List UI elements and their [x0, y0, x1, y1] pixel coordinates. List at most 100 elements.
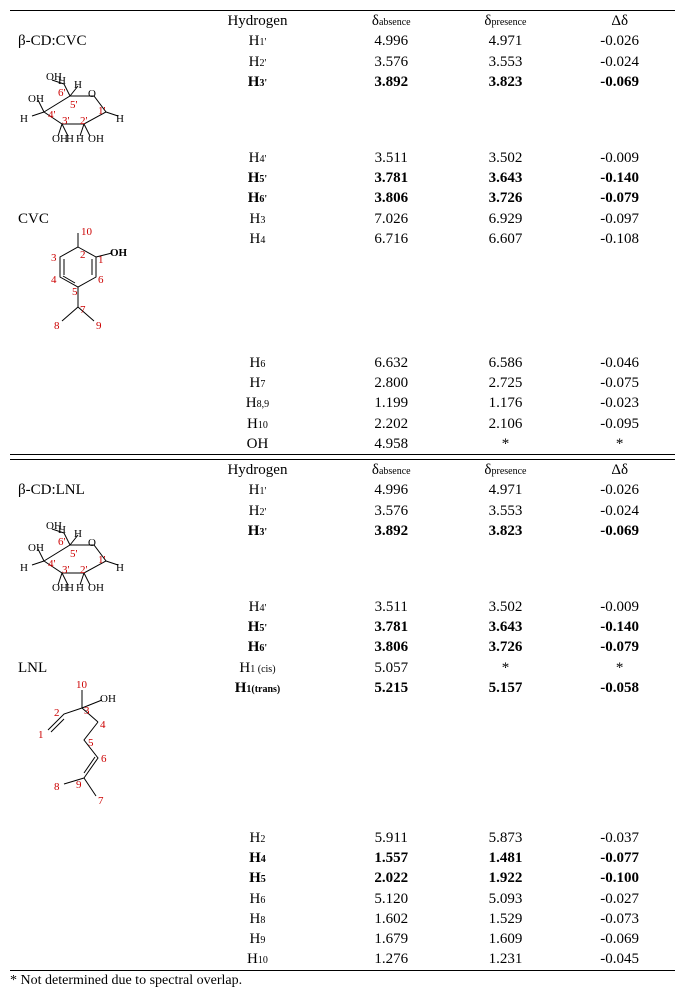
table-row: H4' 3.511 3.502 -0.009	[10, 148, 675, 168]
cell-absence: 5.215	[336, 678, 447, 828]
cell-delta: -0.009	[564, 148, 675, 168]
table-row: H10 2.202 2.106 -0.095	[10, 414, 675, 434]
cell-absence: 2.202	[336, 414, 447, 434]
table-row: H5 2.022 1.922 -0.100	[10, 868, 675, 888]
cell-delta: -0.095	[564, 414, 675, 434]
cell-delta: -0.026	[564, 31, 675, 51]
cell-hydrogen: H1(trans)	[179, 678, 336, 828]
cell-absence: 2.022	[336, 868, 447, 888]
table-row: H10 1.276 1.231 -0.045	[10, 949, 675, 970]
cell-presence: 1.529	[447, 909, 565, 929]
cell-hydrogen: H10	[179, 949, 336, 970]
sugar-structure: O HOH OHH HOH H HOH H 4'3' 2'1' 5'6'	[18, 521, 158, 597]
table-row: H6 5.120 5.093 -0.027	[10, 889, 675, 909]
cell-presence: 3.553	[447, 52, 565, 72]
col-absence: δabsence	[336, 11, 447, 32]
cell-presence: 2.106	[447, 414, 565, 434]
table-row: LNL H1 (cis) 5.057 * *	[10, 658, 675, 678]
cell-presence: 5.873	[447, 828, 565, 848]
cell-delta: -0.073	[564, 909, 675, 929]
cell-delta: -0.077	[564, 848, 675, 868]
cell-absence: 5.911	[336, 828, 447, 848]
cell-hydrogen: OH	[179, 434, 336, 455]
cell-absence: 3.511	[336, 148, 447, 168]
cell-hydrogen: H9	[179, 929, 336, 949]
cell-delta: -0.069	[564, 929, 675, 949]
cell-hydrogen: H5	[179, 868, 336, 888]
cell-hydrogen: H1'	[179, 480, 336, 500]
nmr-table: Hydrogen δabsence δpresence Δδ β-CD:CVC …	[10, 10, 675, 971]
cell-presence: 6.586	[447, 353, 565, 373]
cell-hydrogen: H1 (cis)	[179, 658, 336, 678]
cell-delta: -0.009	[564, 597, 675, 617]
cell-absence: 6.716	[336, 229, 447, 353]
cell-hydrogen: H2'	[179, 501, 336, 521]
cell-presence: 3.823	[447, 72, 565, 148]
cell-absence: 3.806	[336, 188, 447, 208]
cell-absence: 6.632	[336, 353, 447, 373]
cell-delta: -0.079	[564, 637, 675, 657]
cell-hydrogen: H7	[179, 373, 336, 393]
table-row: H6' 3.806 3.726 -0.079	[10, 637, 675, 657]
cell-presence: 3.553	[447, 501, 565, 521]
col-presence: δpresence	[447, 11, 565, 32]
cell-delta: -0.023	[564, 393, 675, 413]
cell-hydrogen: H8,9	[179, 393, 336, 413]
cell-delta: -0.037	[564, 828, 675, 848]
table-row: OH 4.958 * *	[10, 434, 675, 455]
col-delta: Δδ	[564, 11, 675, 32]
cell-absence: 3.781	[336, 617, 447, 637]
cell-absence: 2.800	[336, 373, 447, 393]
cell-delta: *	[564, 658, 675, 678]
cell-presence: 1.481	[447, 848, 565, 868]
cell-absence: 3.511	[336, 597, 447, 617]
cell-absence: 3.892	[336, 521, 447, 597]
table-row: H4 1.557 1.481 -0.077	[10, 848, 675, 868]
cell-delta: -0.079	[564, 188, 675, 208]
cell-hydrogen: H4	[179, 848, 336, 868]
cell-absence: 3.576	[336, 52, 447, 72]
lnl-structure: OH 12 34 56 78 910	[18, 678, 158, 828]
cell-absence: 1.557	[336, 848, 447, 868]
cell-hydrogen: H5'	[179, 168, 336, 188]
col-absence: δabsence	[336, 460, 447, 481]
table-row: H2' 3.576 3.553 -0.024	[10, 52, 675, 72]
cell-delta: *	[564, 434, 675, 455]
table-row: O HOH OHH HOH H HOH H 4'3' 2'1' 5'6' H3'…	[10, 72, 675, 148]
section2-label: β-CD:LNL	[18, 482, 85, 498]
section2-sublabel: LNL	[18, 660, 47, 676]
cell-hydrogen: H6'	[179, 188, 336, 208]
cell-absence: 5.057	[336, 658, 447, 678]
cell-hydrogen: H2	[179, 828, 336, 848]
cell-absence: 4.996	[336, 480, 447, 500]
table-row: H6' 3.806 3.726 -0.079	[10, 188, 675, 208]
table-row: H8 1.602 1.529 -0.073	[10, 909, 675, 929]
cell-presence: 5.093	[447, 889, 565, 909]
cell-delta: -0.097	[564, 209, 675, 229]
cell-delta: -0.108	[564, 229, 675, 353]
cell-presence: 1.231	[447, 949, 565, 970]
table-row: H5' 3.781 3.643 -0.140	[10, 617, 675, 637]
table-row: H4' 3.511 3.502 -0.009	[10, 597, 675, 617]
cell-delta: -0.027	[564, 889, 675, 909]
cell-delta: -0.069	[564, 521, 675, 597]
cell-delta: -0.058	[564, 678, 675, 828]
cell-absence: 4.996	[336, 31, 447, 51]
cell-hydrogen: H8	[179, 909, 336, 929]
cell-hydrogen: H4'	[179, 597, 336, 617]
cell-hydrogen: H2'	[179, 52, 336, 72]
cell-presence: *	[447, 658, 565, 678]
cell-absence: 1.679	[336, 929, 447, 949]
cell-absence: 3.892	[336, 72, 447, 148]
cell-absence: 1.602	[336, 909, 447, 929]
table-row: H2 5.911 5.873 -0.037	[10, 828, 675, 848]
cell-hydrogen: H4'	[179, 148, 336, 168]
cell-hydrogen: H3	[179, 209, 336, 229]
table-row: H7 2.800 2.725 -0.075	[10, 373, 675, 393]
cell-absence: 5.120	[336, 889, 447, 909]
cell-absence: 4.958	[336, 434, 447, 455]
cell-presence: 1.609	[447, 929, 565, 949]
cell-presence: 4.971	[447, 480, 565, 500]
cell-presence: 3.643	[447, 617, 565, 637]
cell-delta: -0.046	[564, 353, 675, 373]
